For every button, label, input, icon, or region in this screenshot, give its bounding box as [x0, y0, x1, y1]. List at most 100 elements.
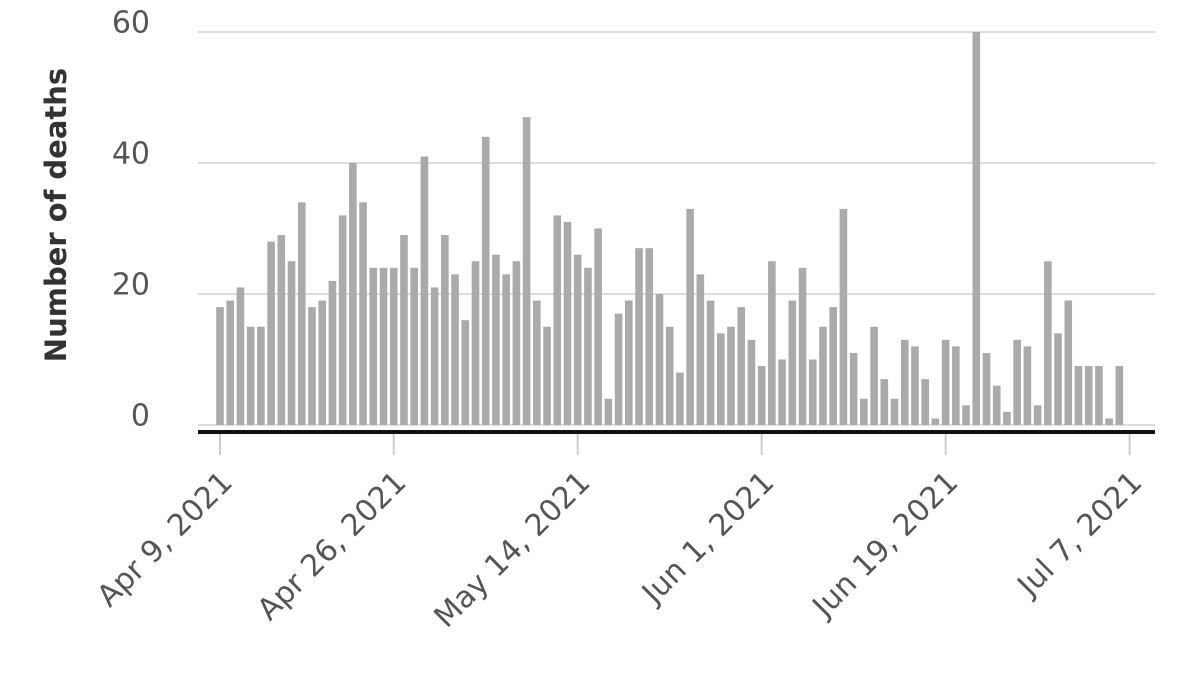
- bar: [553, 215, 562, 425]
- bar: [625, 300, 633, 425]
- bar: [481, 136, 490, 426]
- bar: [318, 300, 326, 425]
- bar: [297, 202, 306, 425]
- bar: [686, 208, 694, 425]
- y-tick-label: 20: [112, 268, 150, 303]
- bar: [338, 215, 347, 425]
- bar: [1064, 300, 1073, 425]
- bar: [379, 267, 388, 425]
- bar: [1054, 333, 1062, 425]
- bar: [870, 326, 878, 425]
- bar: [573, 254, 582, 425]
- bar: [471, 261, 480, 425]
- bar: [952, 346, 960, 425]
- y-tick-label: 60: [112, 6, 150, 41]
- bar: [522, 117, 531, 426]
- bar: [890, 398, 899, 425]
- bar: [819, 326, 827, 425]
- bar: [308, 307, 316, 425]
- bar: [849, 352, 858, 425]
- bar: [246, 326, 255, 425]
- bar: [502, 274, 510, 425]
- bar: [645, 248, 654, 425]
- y-tick-label: 40: [112, 137, 150, 172]
- bar: [1105, 418, 1113, 425]
- bar: [1044, 261, 1052, 425]
- bar: [512, 261, 521, 425]
- bar: [614, 313, 623, 425]
- bar: [267, 241, 275, 425]
- bar: [1074, 366, 1083, 425]
- bar: [839, 208, 848, 425]
- bar: [349, 163, 357, 425]
- bar: [747, 339, 756, 425]
- bar: [982, 352, 991, 425]
- bar: [941, 339, 950, 425]
- bar: [420, 156, 429, 425]
- bar: [563, 221, 572, 425]
- bar: [737, 307, 746, 425]
- bar: [441, 235, 449, 425]
- bar: [665, 326, 674, 425]
- bar: [706, 300, 715, 425]
- x-tick-label: May 14, 2021: [428, 465, 598, 635]
- bar: [635, 248, 643, 425]
- bar: [400, 235, 408, 425]
- bar: [287, 261, 296, 425]
- bar: [727, 326, 735, 425]
- bar: [410, 267, 418, 425]
- bar: [451, 274, 459, 425]
- bar: [992, 385, 1001, 425]
- bar: [808, 359, 817, 425]
- bar: [1084, 366, 1093, 425]
- bar: [328, 280, 337, 425]
- bar: [1003, 411, 1011, 425]
- bar: [962, 405, 970, 425]
- bar: [829, 307, 837, 425]
- bar: [257, 326, 265, 425]
- bar: [921, 379, 929, 425]
- bar: [676, 372, 684, 425]
- bar: [860, 398, 868, 425]
- bar: [900, 339, 909, 425]
- bar: [430, 287, 439, 425]
- bar: [216, 307, 224, 425]
- bar: [911, 346, 919, 425]
- bar: [1033, 405, 1042, 425]
- bar: [492, 254, 500, 425]
- bar: [359, 202, 367, 425]
- bar: [716, 333, 725, 425]
- bar: [1023, 346, 1032, 425]
- bar: [798, 267, 807, 425]
- y-axis-title: Number of deaths: [39, 68, 73, 362]
- bar: [604, 398, 613, 425]
- bar: [757, 366, 766, 425]
- bar: [226, 300, 235, 425]
- x-tick-label: Jul 7, 2021: [1010, 465, 1149, 604]
- bar: [389, 267, 398, 425]
- bar: [461, 320, 470, 425]
- x-tick-label: Apr 9, 2021: [91, 465, 240, 614]
- bar: [277, 235, 286, 425]
- y-tick-label: 0: [131, 399, 150, 434]
- bar: [788, 300, 797, 425]
- bar: [931, 418, 940, 425]
- bar: [1013, 339, 1021, 425]
- x-tick-label: Jun 19, 2021: [805, 465, 966, 626]
- bar: [655, 294, 664, 425]
- bar: [533, 300, 541, 425]
- bar: [584, 267, 592, 425]
- bar: [880, 379, 889, 425]
- bar: [768, 261, 776, 425]
- bar: [778, 359, 786, 425]
- x-tick-label: Jun 1, 2021: [634, 465, 781, 612]
- bar: [1095, 366, 1103, 425]
- bar: [696, 274, 705, 425]
- bar: [1115, 366, 1124, 425]
- bar: [543, 326, 551, 425]
- bar: [972, 32, 981, 425]
- bar: [369, 267, 378, 425]
- bar: [236, 287, 245, 425]
- x-tick-label: Apr 26, 2021: [251, 465, 414, 628]
